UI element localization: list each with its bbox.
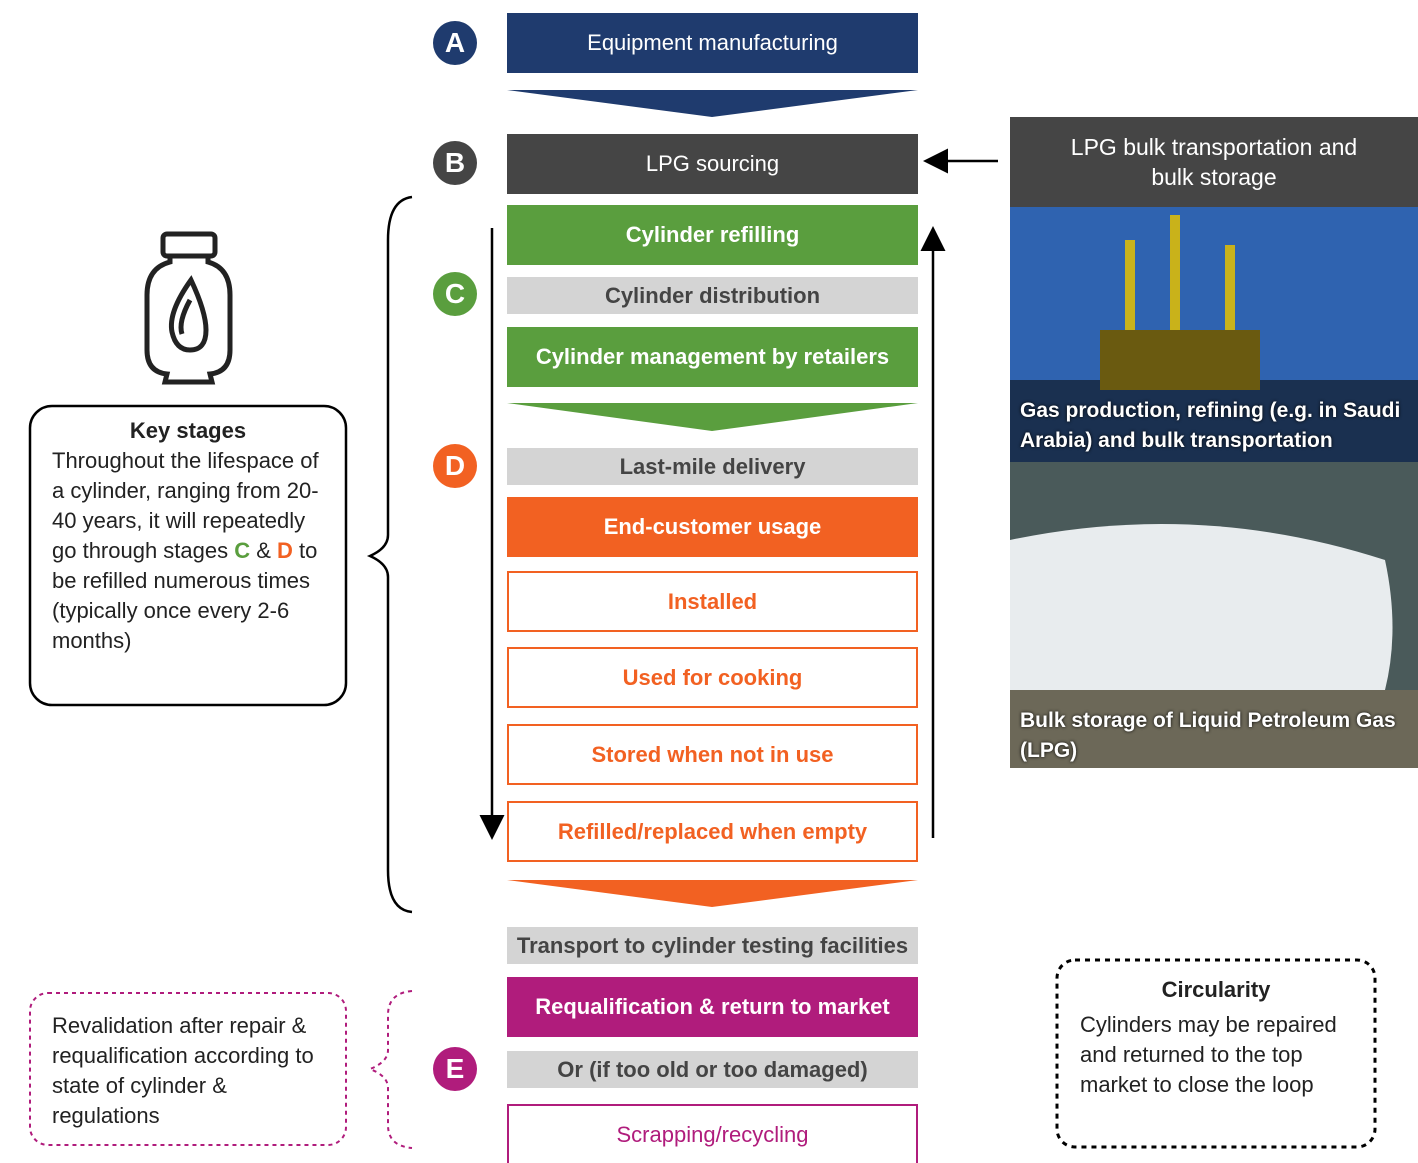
step: Last-mile delivery [507,448,918,485]
photo-tank [1010,524,1393,695]
circularity-text: Cylinders may be repaired and returned t… [1080,1010,1355,1100]
step: LPG sourcing [507,134,918,194]
stage-c: C [234,538,250,563]
photo-caption: Gas production, refining (e.g. in Saudi … [1020,396,1418,456]
brace [370,197,412,912]
step: Cylinder management by retailers [507,327,918,387]
key-title: Key stages [52,416,324,446]
badge: E [433,1047,477,1091]
diagram: A B C D E Equipment manufacturing LPG so… [0,0,1418,1163]
step: Used for cooking [507,647,918,708]
chevron [507,90,918,117]
step: Cylinder distribution [507,277,918,314]
chevron [507,403,918,431]
cylinder-icon [147,234,230,382]
photo-detail [1100,330,1260,390]
key-text: Throughout the lifespace of a cylinder, … [52,446,332,656]
step: Equipment manufacturing [507,13,918,73]
text: & [250,538,277,563]
revalidation-text: Revalidation after repair & requalificat… [52,1011,332,1131]
step: Transport to cylinder testing facilities [507,927,918,964]
step: End-customer usage [507,497,918,557]
step: Stored when not in use [507,724,918,785]
badge: D [433,444,477,488]
step: Scrapping/recycling [507,1104,918,1163]
badge: C [433,272,477,316]
step: Installed [507,571,918,632]
step: Or (if too old or too damaged) [507,1051,918,1088]
chevron [507,880,918,907]
step: Refilled/replaced when empty [507,801,918,862]
brace [370,991,412,1148]
badge: A [433,21,477,65]
step: Cylinder refilling [507,205,918,265]
bulk-title: LPG bulk transportation and bulk storage [1010,117,1418,207]
circularity-title: Circularity [1080,975,1352,1005]
step: Requalification & return to market [507,977,918,1037]
stage-d: D [277,538,293,563]
photo-caption: Bulk storage of Liquid Petroleum Gas (LP… [1020,706,1418,766]
badge: B [433,141,477,185]
